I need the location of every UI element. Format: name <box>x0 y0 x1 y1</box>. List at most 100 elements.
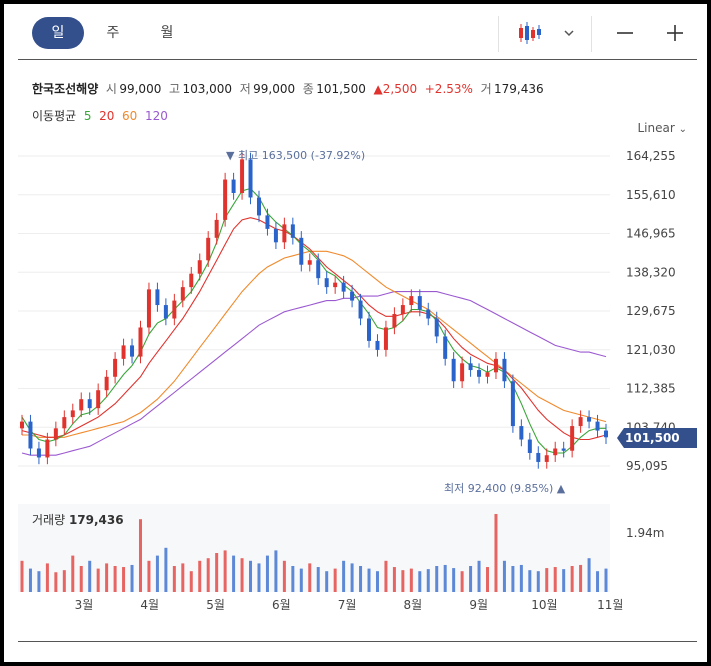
price-chart[interactable]: 164,255 155,610 146,965 138,320 129,675 121,0… <box>4 4 707 662</box>
candle-body <box>248 159 253 198</box>
ma60-line <box>22 250 607 438</box>
candle-body <box>367 318 372 341</box>
candle-body <box>307 260 312 265</box>
candle-body <box>460 363 465 382</box>
volume-bar <box>282 560 286 592</box>
volume-bar <box>181 563 185 592</box>
volume-bar <box>223 550 227 592</box>
divider <box>498 16 499 52</box>
candle-body <box>130 345 135 357</box>
volume-panel-label: 거래량 179,436 <box>32 511 124 528</box>
chevron-down-icon: ⌄ <box>678 124 687 135</box>
tab-week[interactable]: 주 <box>106 25 120 41</box>
candle-body <box>20 421 24 429</box>
candle-body <box>163 305 168 319</box>
x-tick-label: 10월 <box>531 598 557 612</box>
volume-bar <box>265 555 269 592</box>
candle-body <box>417 296 422 310</box>
candle-body <box>113 358 118 377</box>
candle-body <box>527 439 532 453</box>
candle-body <box>443 336 448 359</box>
volume-bar <box>469 566 473 592</box>
candle-body <box>79 399 84 411</box>
volume-bar <box>215 553 219 592</box>
volume-bar <box>206 558 210 592</box>
zoom-in-button[interactable] <box>662 18 688 48</box>
volume-bar <box>198 560 202 592</box>
volume-bar <box>189 571 193 592</box>
ma20-label[interactable]: 20 <box>99 109 115 123</box>
candle-body <box>36 448 41 458</box>
candle-body <box>104 376 109 391</box>
volume-bar <box>511 566 515 592</box>
volume-bar <box>164 547 168 592</box>
high-label: 고 <box>168 82 181 96</box>
chart-type-button[interactable] <box>514 18 548 48</box>
x-tick-label: 11월 <box>597 598 623 612</box>
footer-divider <box>18 641 697 642</box>
volume-bar <box>418 571 422 592</box>
stock-summary: 한국조선해양 시 99,000 고 103,000 저 99,000 종 101… <box>32 80 544 97</box>
min-annotation: 최저 92,400 (9.85%) ▲ <box>444 482 566 495</box>
volume-bar <box>570 566 574 592</box>
y-tick-label: 146,965 <box>626 227 676 241</box>
tab-day[interactable]: 일 <box>32 17 84 49</box>
stock-name: 한국조선해양 <box>32 82 99 96</box>
volume-panel-value: 179,436 <box>68 513 124 527</box>
close-label: 종 <box>302 82 314 96</box>
ma60-label[interactable]: 60 <box>122 109 138 123</box>
chart-type-dropdown[interactable] <box>560 18 578 48</box>
change-percent: +2.53% <box>424 82 473 96</box>
volume-bar <box>452 568 456 592</box>
current-price-tag: 101,500 <box>617 428 697 448</box>
scale-label: Linear <box>637 121 675 135</box>
volume-bar <box>579 564 583 592</box>
volume-bar <box>342 560 346 592</box>
candle-body <box>299 237 304 265</box>
zoom-out-button[interactable] <box>612 18 638 48</box>
volume-bar <box>587 558 591 592</box>
volume-bar <box>71 555 75 592</box>
volume-bar <box>232 555 236 592</box>
change-value: 2,500 <box>382 82 418 96</box>
candle-body <box>62 417 67 429</box>
volume-bar <box>105 563 109 592</box>
candle-body <box>477 370 482 377</box>
volume-bar <box>96 568 100 592</box>
volume-bar <box>274 550 278 592</box>
candle-body <box>341 282 346 292</box>
x-tick-label: 5월 <box>206 598 225 612</box>
volume-bar <box>37 571 41 592</box>
volume-bar <box>596 571 600 592</box>
ma5-label[interactable]: 5 <box>83 109 92 123</box>
candle-body <box>189 273 194 288</box>
candle-body <box>350 291 355 301</box>
minus-icon <box>617 32 633 34</box>
volume-bar <box>545 568 549 592</box>
up-triangle-icon: ▲ <box>373 82 383 96</box>
volume-bar <box>172 566 176 592</box>
candle-body <box>324 278 329 288</box>
x-tick-label: 4월 <box>140 598 159 612</box>
tab-month[interactable]: 월 <box>160 25 174 41</box>
candle-body <box>155 289 160 306</box>
volume-bar <box>138 519 142 592</box>
volume-bar <box>477 560 481 592</box>
volume-bar <box>443 564 447 592</box>
candle-body <box>485 372 490 377</box>
candle-body <box>468 363 473 371</box>
volume-bar <box>392 567 396 592</box>
moving-average-legend: 이동평균 5 20 60 120 <box>32 107 168 124</box>
candle-body <box>561 448 566 451</box>
volume-bar <box>536 571 540 592</box>
scale-dropdown[interactable]: Linear ⌄ <box>637 121 687 135</box>
volume-bar <box>257 563 261 592</box>
y-tick-label: 155,610 <box>626 188 676 202</box>
volume-bar <box>20 560 24 592</box>
candle-body <box>256 197 261 216</box>
header-divider <box>18 59 697 60</box>
plus-icon <box>667 25 683 41</box>
ma120-label[interactable]: 120 <box>144 109 168 123</box>
y-tick-label: 129,675 <box>626 304 676 318</box>
candle-body <box>96 390 101 409</box>
